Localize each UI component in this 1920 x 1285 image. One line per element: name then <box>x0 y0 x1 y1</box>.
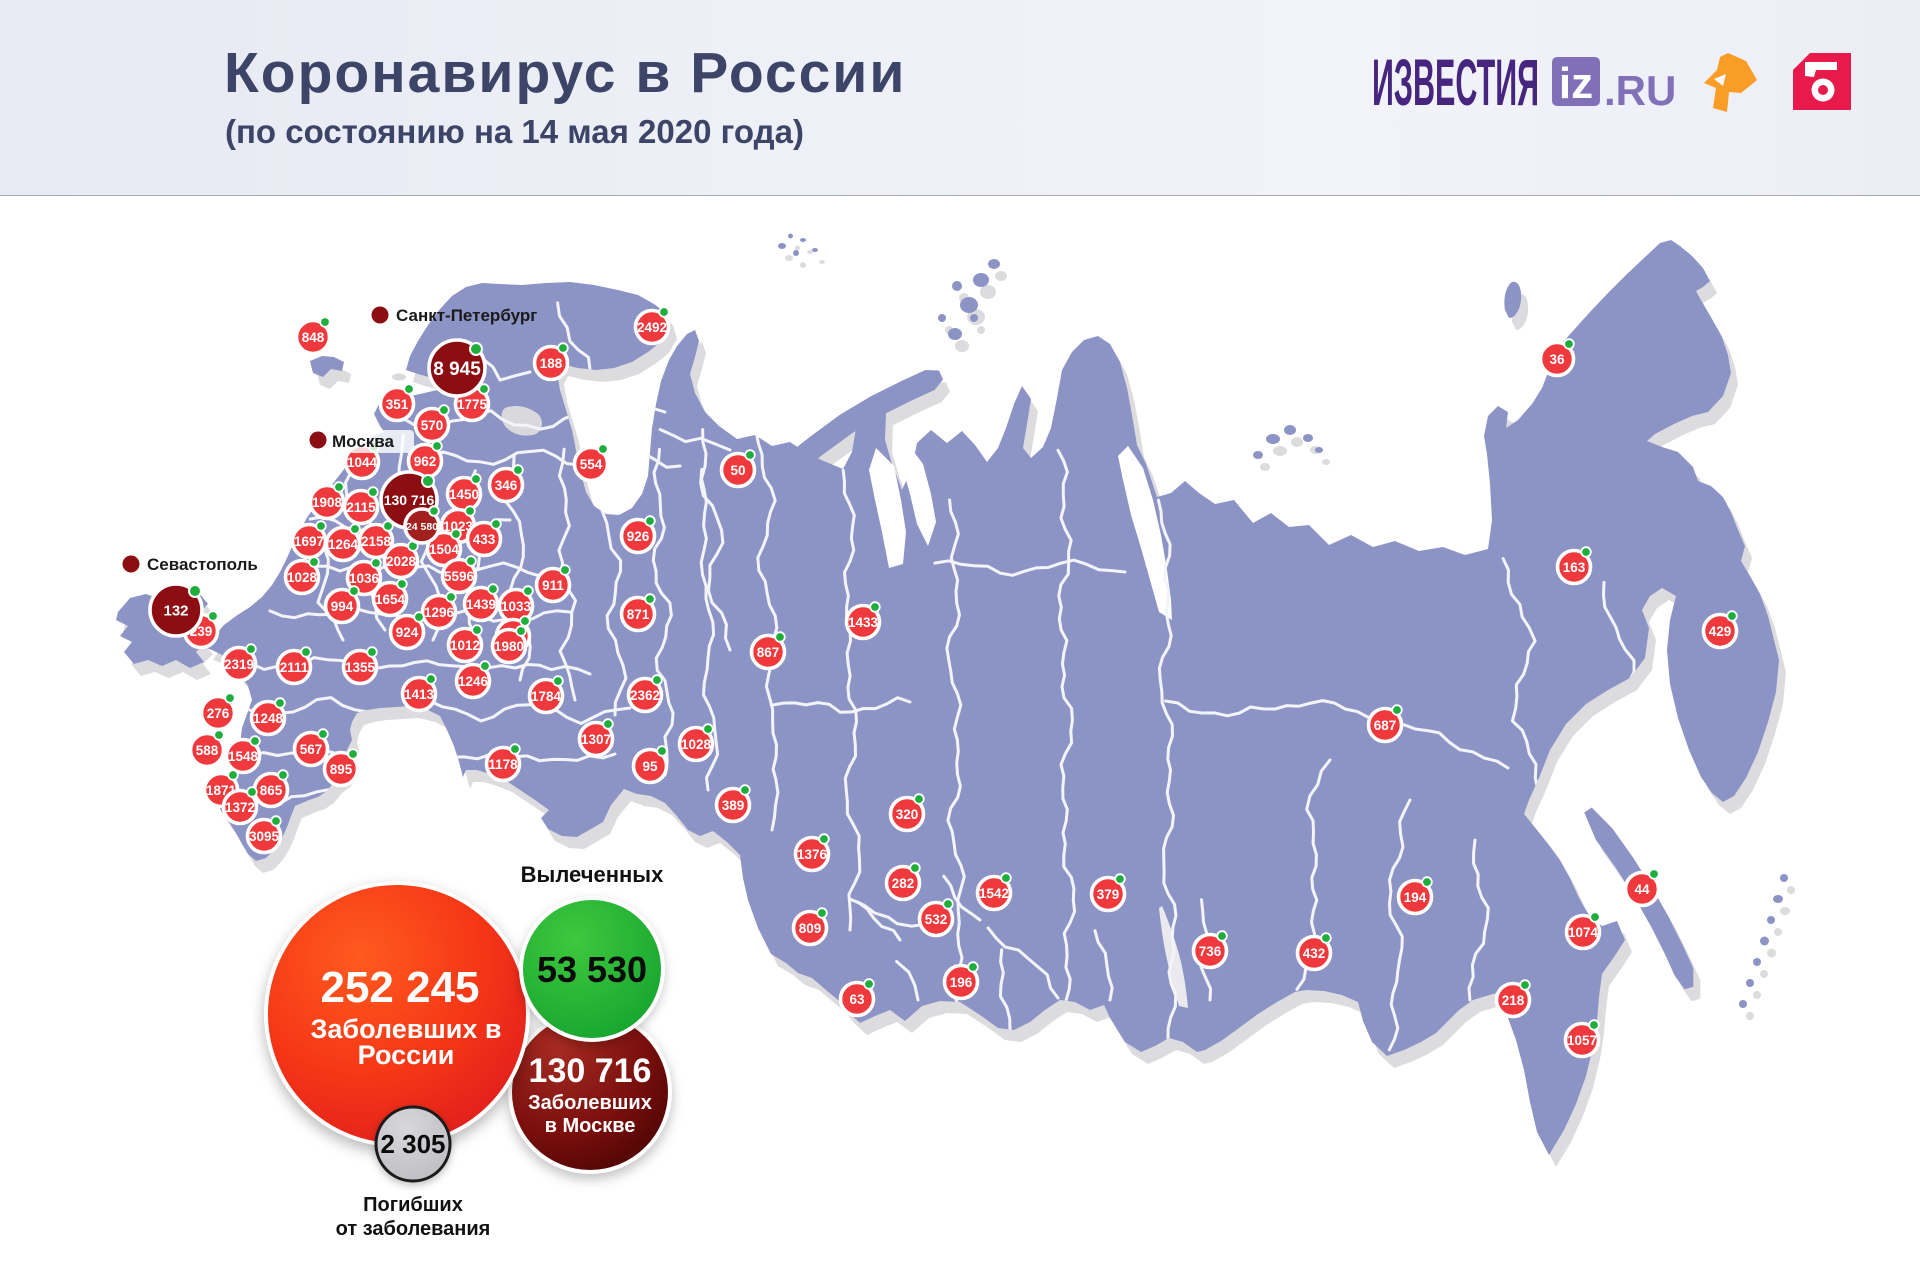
svg-text:379: 379 <box>1097 887 1120 902</box>
svg-text:.RU: .RU <box>1604 67 1676 114</box>
svg-text:432: 432 <box>1303 946 1326 961</box>
svg-text:2492: 2492 <box>637 320 667 335</box>
svg-text:962: 962 <box>414 454 437 469</box>
svg-text:1542: 1542 <box>979 886 1009 901</box>
svg-text:1246: 1246 <box>458 674 489 689</box>
svg-text:1376: 1376 <box>797 847 828 862</box>
svg-text:130 716: 130 716 <box>384 492 435 508</box>
svg-text:Санкт-Петербург: Санкт-Петербург <box>396 306 537 325</box>
svg-text:911: 911 <box>542 578 564 593</box>
svg-text:926: 926 <box>627 529 650 544</box>
svg-text:1307: 1307 <box>581 732 611 747</box>
svg-text:848: 848 <box>302 330 325 345</box>
svg-text:1074: 1074 <box>1568 925 1599 940</box>
svg-text:2319: 2319 <box>224 657 254 672</box>
svg-text:ИЗВЕСТИЯ: ИЗВЕСТИЯ <box>1372 45 1539 119</box>
svg-text:2158: 2158 <box>361 534 392 549</box>
svg-text:iz: iz <box>1559 59 1593 108</box>
svg-text:1548: 1548 <box>228 749 259 764</box>
svg-text:567: 567 <box>300 742 323 757</box>
svg-text:218: 218 <box>1502 993 1525 1008</box>
svg-text:389: 389 <box>722 798 745 813</box>
svg-text:36: 36 <box>1549 352 1565 367</box>
svg-text:2 305: 2 305 <box>380 1129 445 1159</box>
svg-text:429: 429 <box>1709 624 1732 639</box>
svg-text:Заболевших в: Заболевших в <box>310 1014 501 1044</box>
svg-text:2115: 2115 <box>346 500 376 515</box>
svg-text:1248: 1248 <box>253 711 284 726</box>
svg-text:1372: 1372 <box>225 800 255 815</box>
svg-text:1296: 1296 <box>424 605 455 620</box>
svg-text:1033: 1033 <box>501 599 532 614</box>
svg-text:570: 570 <box>421 418 444 433</box>
svg-text:532: 532 <box>925 912 948 927</box>
svg-text:1057: 1057 <box>1567 1033 1597 1048</box>
svg-text:от заболевания: от заболевания <box>336 1218 491 1240</box>
svg-text:1775: 1775 <box>457 397 488 412</box>
svg-text:867: 867 <box>757 645 780 660</box>
svg-text:1784: 1784 <box>531 689 562 704</box>
svg-text:95: 95 <box>642 759 658 774</box>
svg-text:194: 194 <box>1404 890 1427 905</box>
svg-text:1980: 1980 <box>494 639 524 654</box>
svg-text:24 580: 24 580 <box>406 521 438 533</box>
svg-text:736: 736 <box>1199 944 1222 959</box>
svg-text:1012: 1012 <box>450 638 480 653</box>
svg-text:196: 196 <box>950 975 973 990</box>
svg-text:687: 687 <box>1374 718 1397 733</box>
svg-text:3095: 3095 <box>249 829 280 844</box>
svg-text:Заболевших: Заболевших <box>528 1092 652 1114</box>
svg-text:588: 588 <box>196 743 219 758</box>
svg-text:1433: 1433 <box>848 615 879 630</box>
svg-text:1178: 1178 <box>488 757 518 772</box>
svg-text:Погибших: Погибших <box>363 1194 463 1216</box>
svg-text:России: России <box>358 1040 455 1070</box>
svg-text:132: 132 <box>163 602 188 619</box>
svg-text:346: 346 <box>495 478 518 493</box>
svg-text:2111: 2111 <box>280 660 309 675</box>
svg-text:163: 163 <box>1563 560 1586 575</box>
svg-text:1023: 1023 <box>443 519 474 534</box>
svg-text:1028: 1028 <box>287 570 318 585</box>
svg-text:2028: 2028 <box>386 554 417 569</box>
svg-text:809: 809 <box>799 921 822 936</box>
svg-text:320: 320 <box>896 807 919 822</box>
svg-text:1036: 1036 <box>349 571 380 586</box>
svg-text:1355: 1355 <box>345 660 376 675</box>
svg-text:2362: 2362 <box>630 688 660 703</box>
svg-text:351: 351 <box>386 397 409 412</box>
svg-text:895: 895 <box>330 762 353 777</box>
svg-text:Вылеченных: Вылеченных <box>521 862 664 887</box>
svg-text:276: 276 <box>207 706 230 721</box>
svg-text:50: 50 <box>730 463 745 478</box>
svg-text:5596: 5596 <box>444 569 475 584</box>
svg-text:Москва: Москва <box>332 432 395 451</box>
svg-text:282: 282 <box>892 876 915 891</box>
svg-text:1908: 1908 <box>312 495 343 510</box>
svg-text:1264: 1264 <box>328 537 359 552</box>
svg-text:1504: 1504 <box>429 542 460 557</box>
svg-text:в Москве: в Москве <box>545 1115 636 1137</box>
svg-text:130 716: 130 716 <box>529 1052 652 1090</box>
svg-text:1028: 1028 <box>681 737 712 752</box>
svg-text:871: 871 <box>627 607 650 622</box>
svg-text:865: 865 <box>260 783 283 798</box>
svg-text:994: 994 <box>331 599 354 614</box>
svg-text:924: 924 <box>396 625 419 640</box>
svg-text:1654: 1654 <box>375 592 406 607</box>
svg-text:188: 188 <box>540 356 563 371</box>
svg-text:1450: 1450 <box>449 487 479 502</box>
svg-text:554: 554 <box>580 457 603 472</box>
svg-text:Севастополь: Севастополь <box>147 555 258 574</box>
svg-text:1439: 1439 <box>466 597 496 612</box>
svg-text:8 945: 8 945 <box>433 359 481 380</box>
svg-text:1697: 1697 <box>294 534 324 549</box>
svg-text:1044: 1044 <box>347 455 378 470</box>
svg-text:53 530: 53 530 <box>537 949 647 990</box>
svg-text:252 245: 252 245 <box>320 963 479 1012</box>
svg-text:44: 44 <box>1634 882 1650 897</box>
svg-text:63: 63 <box>849 992 865 1007</box>
svg-text:1413: 1413 <box>404 687 435 702</box>
svg-text:433: 433 <box>473 532 496 547</box>
